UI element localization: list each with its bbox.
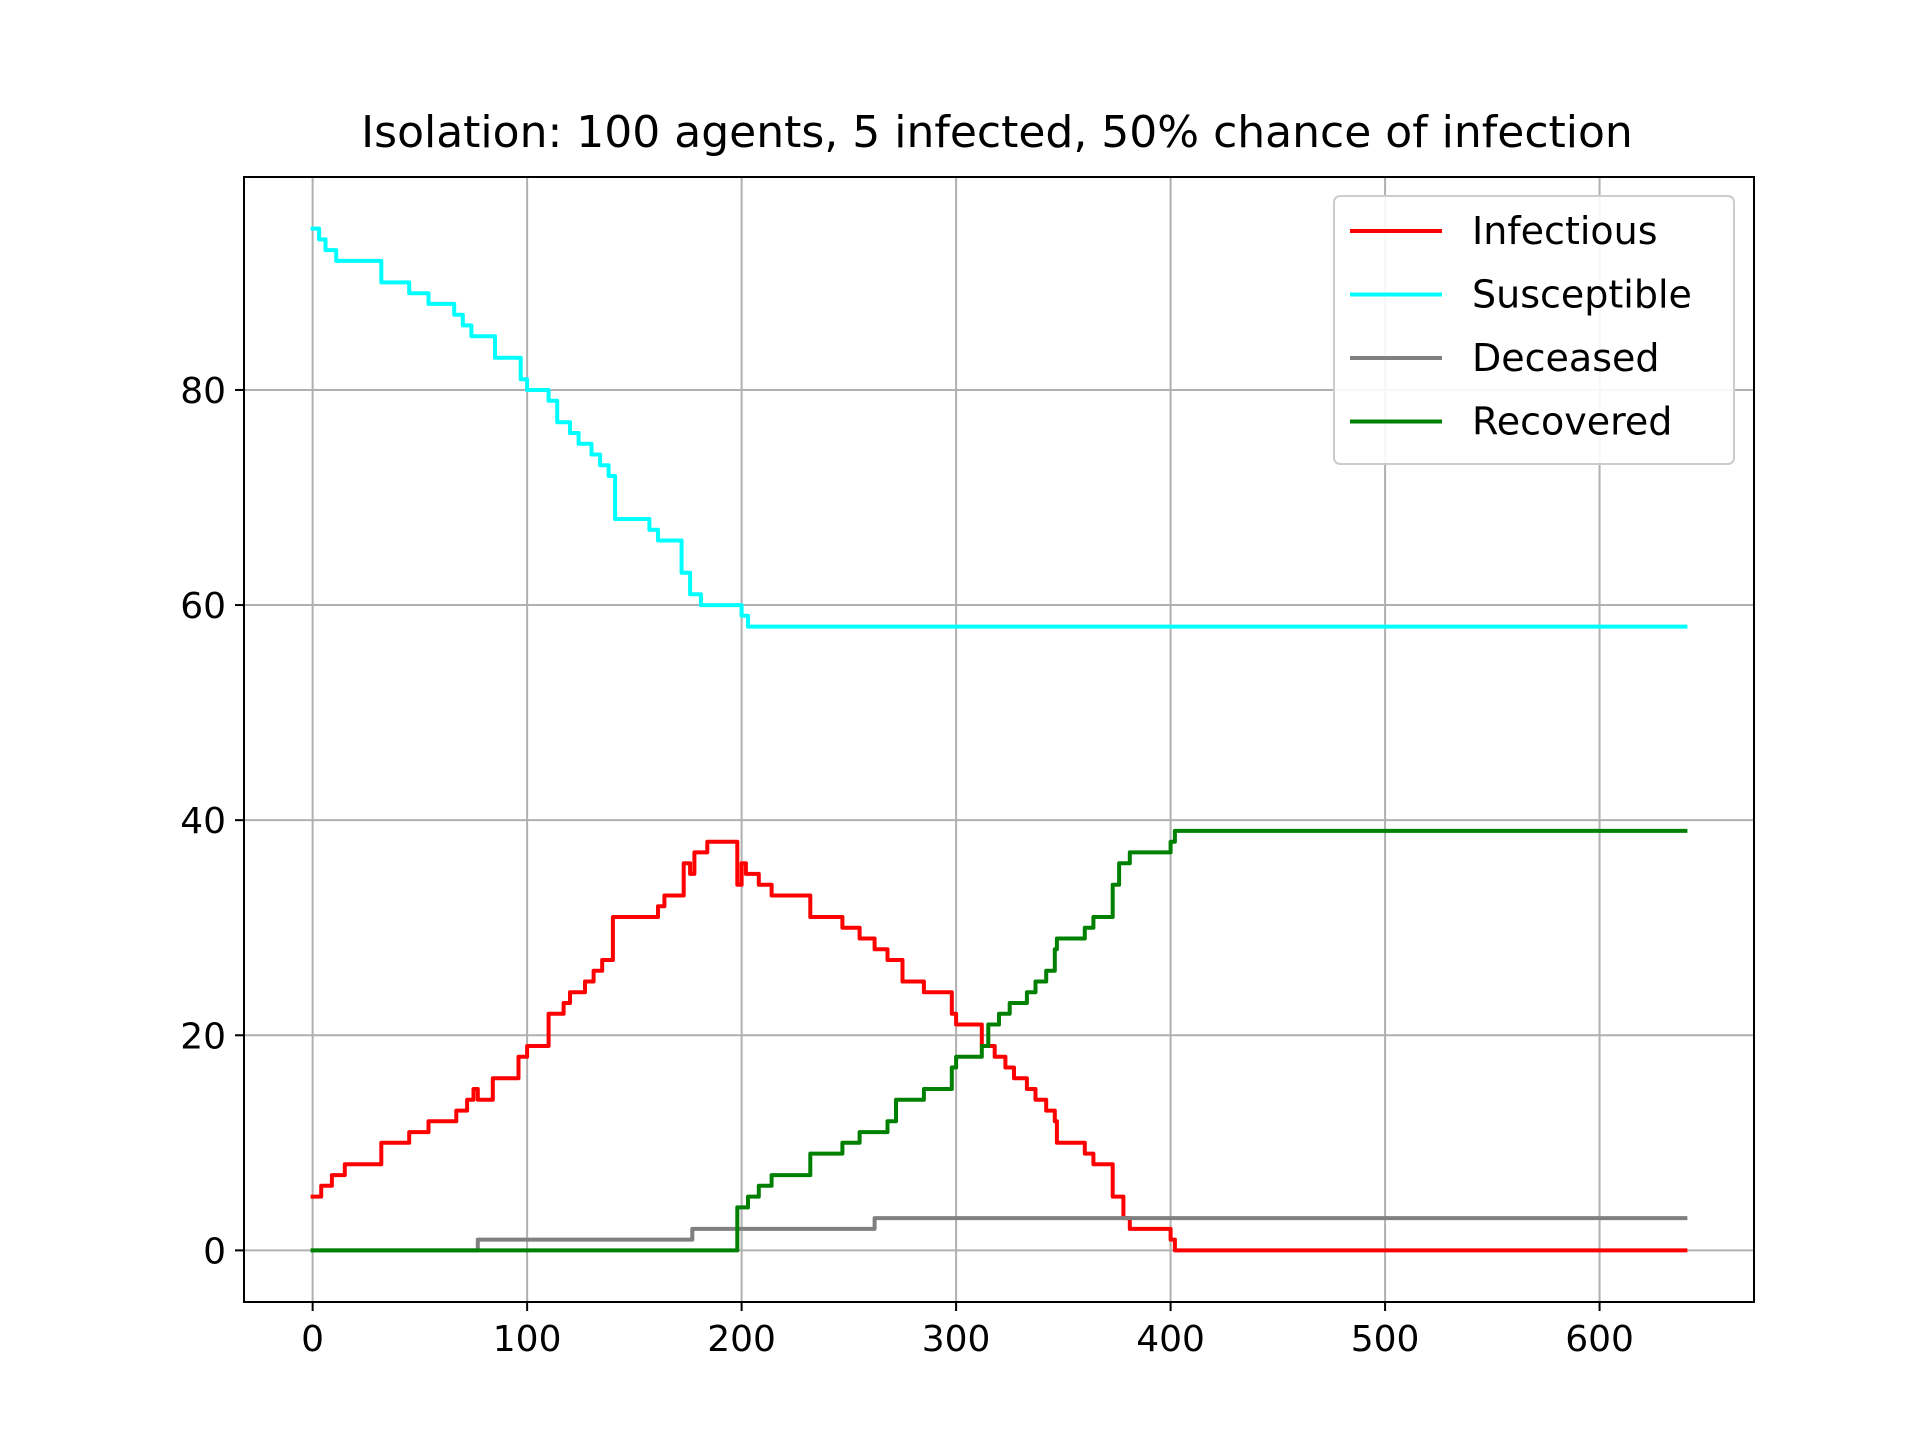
- x-tick-label: 100: [493, 1319, 562, 1360]
- x-tick-label: 300: [922, 1319, 991, 1360]
- legend-label-deceased: Deceased: [1472, 336, 1660, 380]
- series-line-susceptible: [310, 226, 1688, 629]
- legend-label-recovered: Recovered: [1472, 400, 1672, 444]
- y-tick-label: 80: [180, 371, 226, 412]
- series-lines: [310, 226, 1688, 1253]
- y-tick-label: 40: [180, 801, 226, 842]
- plot-frame: [243, 176, 1755, 1303]
- x-tick-label: 600: [1565, 1319, 1634, 1360]
- y-tick-label: 20: [180, 1016, 226, 1057]
- y-tick-label: 0: [203, 1231, 226, 1272]
- x-tick-label: 400: [1136, 1319, 1205, 1360]
- x-tick-label: 200: [707, 1319, 776, 1360]
- legend-box: [1333, 195, 1735, 465]
- y-tick-label: 60: [180, 586, 226, 627]
- chart-title: Isolation: 100 agents, 5 infected, 50% c…: [361, 107, 1633, 158]
- series-line-infectious: [310, 839, 1688, 1253]
- legend-label-susceptible: Susceptible: [1472, 273, 1692, 317]
- series-line-recovered: [310, 828, 1688, 1253]
- axis-ticks: 0 100 200 300 400 500 600 0 20 40 60 80: [180, 371, 1634, 1360]
- x-tick-label: 500: [1351, 1319, 1420, 1360]
- x-tick-label: 0: [301, 1319, 324, 1360]
- legend: Infectious Susceptible Deceased Recovered: [1333, 195, 1735, 465]
- legend-label-infectious: Infectious: [1472, 209, 1658, 253]
